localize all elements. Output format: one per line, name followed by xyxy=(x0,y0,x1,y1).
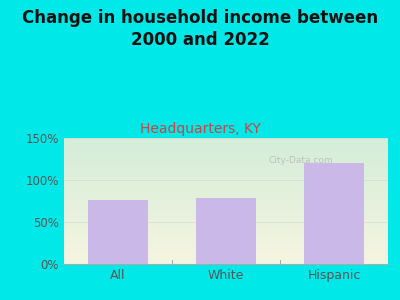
Bar xyxy=(304,163,364,264)
Text: Change in household income between
2000 and 2022: Change in household income between 2000 … xyxy=(22,9,378,49)
Bar xyxy=(88,200,148,264)
Text: City-Data.com: City-Data.com xyxy=(268,156,333,165)
Bar xyxy=(196,199,256,264)
Text: Headquarters, KY: Headquarters, KY xyxy=(140,122,260,136)
